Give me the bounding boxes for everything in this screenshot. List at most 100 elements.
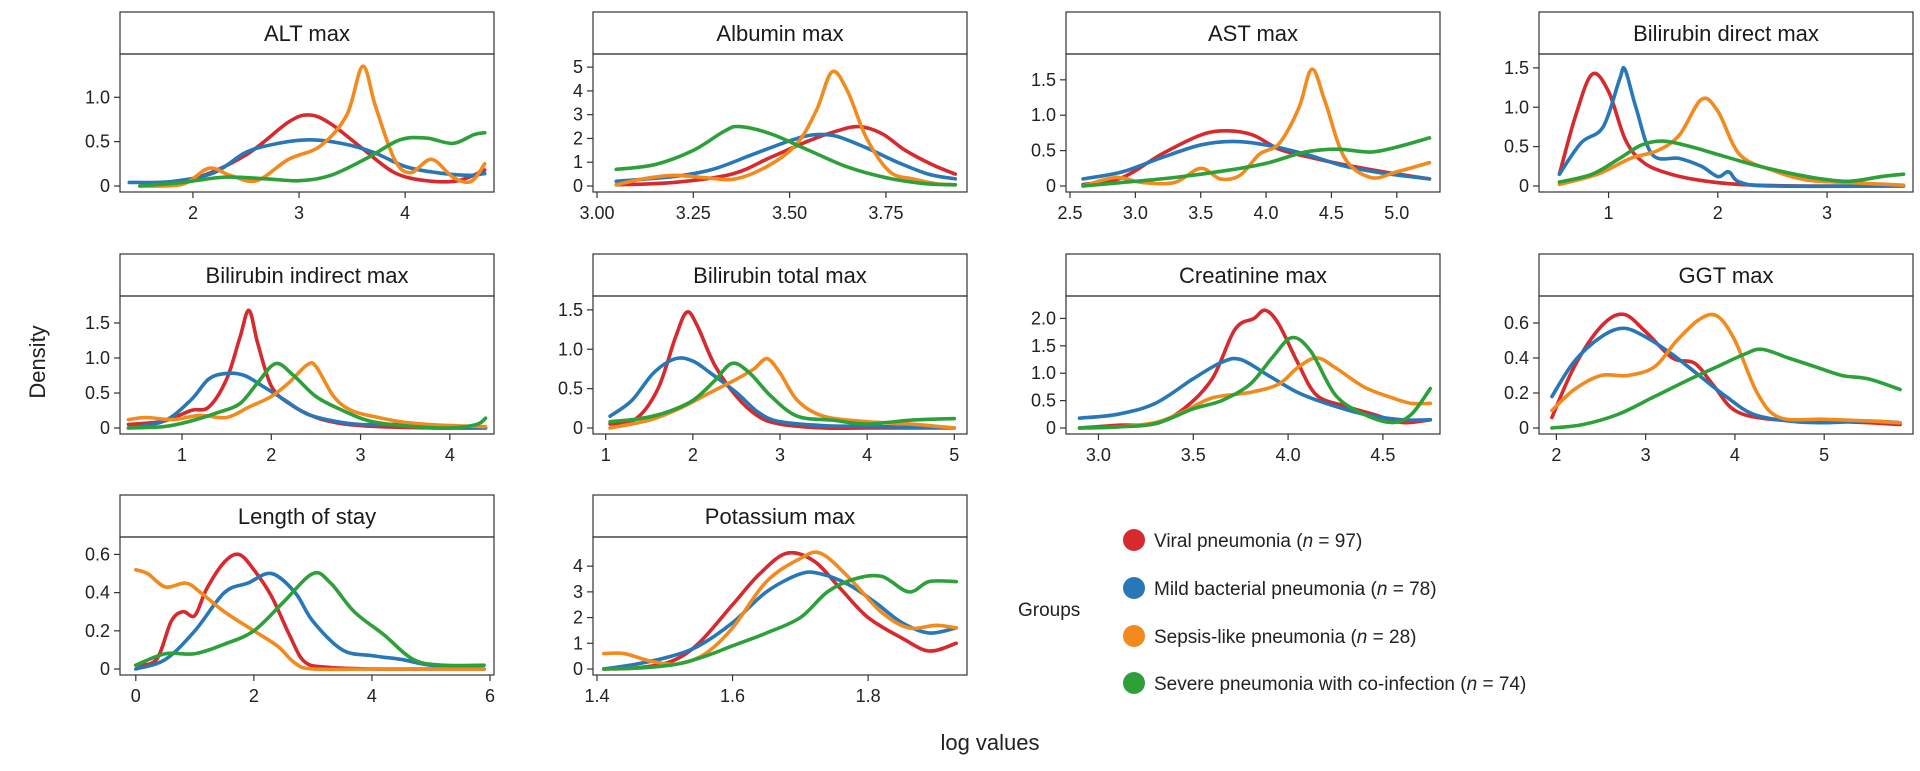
x-tick-label: 4	[862, 445, 872, 465]
y-tick-label: 3	[573, 105, 583, 125]
x-tick-label: 1.4	[584, 686, 609, 706]
panel-strip	[592, 253, 968, 297]
y-tick-label: 1.0	[85, 87, 110, 107]
panel-title: GGT max	[1679, 263, 1774, 288]
legend-item-viral: Viral pneumonia (n = 97)	[1123, 529, 1362, 552]
x-tick-label: 3	[1641, 445, 1651, 465]
y-tick-label: 1.0	[1031, 363, 1056, 383]
density-line-sepsis	[601, 550, 959, 667]
x-tick-label: 1.8	[856, 686, 881, 706]
y-tick-label: 1.5	[1031, 336, 1056, 356]
x-tick-label: 2	[688, 445, 698, 465]
panel-strip	[119, 11, 495, 55]
panel-title: Bilirubin indirect max	[206, 263, 409, 288]
y-tick-label: 1.5	[85, 313, 110, 333]
x-tick-label: 0	[131, 686, 141, 706]
x-tick-label: 3	[1822, 203, 1832, 223]
x-tick-label: 3.00	[579, 203, 614, 223]
panel-bilirubin-direct-max: Bilirubin direct max 0 0.5 1.0 1.5 1 2 3	[1504, 11, 1914, 223]
y-tick-label: 0	[100, 176, 110, 196]
y-tick-label: 1.0	[1031, 105, 1056, 125]
density-line-mild	[614, 132, 958, 184]
panel-frame	[1538, 53, 1914, 193]
panel-length-of-stay: Length of stay 0 0.2 0.4 0.6 0 2 4 6	[85, 494, 495, 706]
x-tick-label: 2	[1551, 445, 1561, 465]
y-tick-label: 0.5	[558, 379, 583, 399]
y-tick-label: 1.5	[1504, 58, 1529, 78]
panel-title: AST max	[1208, 21, 1298, 46]
x-tick-label: 4.0	[1276, 445, 1301, 465]
x-tick-label: 2	[188, 203, 198, 223]
x-tick-label: 1.6	[720, 686, 745, 706]
legend-label-viral: Viral pneumonia (n = 97)	[1154, 531, 1362, 552]
x-tick-label: 1	[1604, 203, 1614, 223]
x-tick-label: 4	[445, 445, 455, 465]
y-tick-label: 0	[1519, 418, 1529, 438]
panel-bilirubin-indirect-max: Bilirubin indirect max 0 0.5 1.0 1.5 1 2 3 4	[85, 253, 495, 465]
panel-title: Potassium max	[705, 504, 855, 529]
y-tick-label: 1	[573, 633, 583, 653]
y-tick-label: 2	[573, 608, 583, 628]
x-tick-label: 4.5	[1319, 203, 1344, 223]
density-line-viral	[134, 552, 486, 671]
x-tick-label: 4	[400, 203, 410, 223]
x-tick-label: 3	[775, 445, 785, 465]
x-tick-label: 3.5	[1181, 445, 1206, 465]
x-axis-title: log values	[940, 730, 1039, 755]
panel-title: Length of stay	[238, 504, 376, 529]
density-line-viral	[608, 310, 957, 431]
y-tick-label: 0	[1046, 176, 1056, 196]
y-tick-label: 0	[1046, 418, 1056, 438]
x-tick-label: 6	[485, 686, 495, 706]
y-tick-label: 2.0	[1031, 308, 1056, 328]
x-tick-label: 3.25	[676, 203, 711, 223]
panel-title: ALT max	[264, 21, 350, 46]
panel-strip	[592, 11, 968, 55]
x-tick-label: 3	[294, 203, 304, 223]
panel-potassium-max: Potassium max 0 1 2 3 4 1.4 1.6 1.8	[573, 494, 968, 706]
y-tick-label: 4	[573, 556, 583, 576]
legend-swatch-severe	[1123, 672, 1145, 694]
x-tick-label: 5.0	[1384, 203, 1409, 223]
x-tick-label: 5	[949, 445, 959, 465]
y-tick-label: 0.5	[85, 132, 110, 152]
y-tick-label: 0.5	[1504, 137, 1529, 157]
density-line-severe	[126, 361, 488, 430]
panel-strip	[1538, 11, 1914, 55]
x-tick-label: 3.5	[1188, 203, 1213, 223]
density-line-sepsis	[1081, 67, 1432, 188]
density-line-sepsis	[614, 69, 958, 187]
density-line-severe	[601, 573, 959, 671]
x-tick-label: 4.0	[1254, 203, 1279, 223]
y-tick-label: 0.6	[1504, 313, 1529, 333]
legend-title: Groups	[1018, 600, 1080, 621]
x-tick-label: 3.75	[868, 203, 903, 223]
panel-frame	[1065, 295, 1441, 435]
y-tick-label: 0	[573, 418, 583, 438]
panel-frame	[119, 53, 495, 193]
panel-frame	[119, 536, 495, 676]
legend-item-severe: Severe pneumonia with co-infection (n = …	[1123, 672, 1526, 695]
panel-strip	[119, 253, 495, 297]
legend-swatch-sepsis	[1123, 625, 1145, 647]
panel-ggt-max: GGT max 0 0.2 0.4 0.6 2 3 4 5	[1504, 253, 1914, 465]
panel-frame	[592, 295, 968, 435]
x-tick-label: 3.0	[1123, 203, 1148, 223]
density-line-mild	[1081, 139, 1432, 181]
x-tick-label: 4.5	[1370, 445, 1395, 465]
density-line-mild	[1557, 65, 1906, 189]
y-tick-label: 0.2	[1504, 383, 1529, 403]
x-tick-label: 2.5	[1057, 203, 1082, 223]
density-line-sepsis	[608, 356, 957, 430]
legend-item-sepsis: Sepsis-like pneumonia (n = 28)	[1123, 625, 1416, 648]
density-line-mild	[134, 571, 486, 671]
density-line-sepsis	[1550, 312, 1902, 425]
y-tick-label: 0.5	[1031, 141, 1056, 161]
x-tick-label: 5	[1819, 445, 1829, 465]
density-line-viral	[601, 550, 959, 671]
legend: Groups Viral pneumonia (n = 97) Mild bac…	[1018, 529, 1526, 695]
legend-label-severe: Severe pneumonia with co-infection (n = …	[1154, 674, 1526, 695]
density-line-severe	[1077, 335, 1433, 430]
